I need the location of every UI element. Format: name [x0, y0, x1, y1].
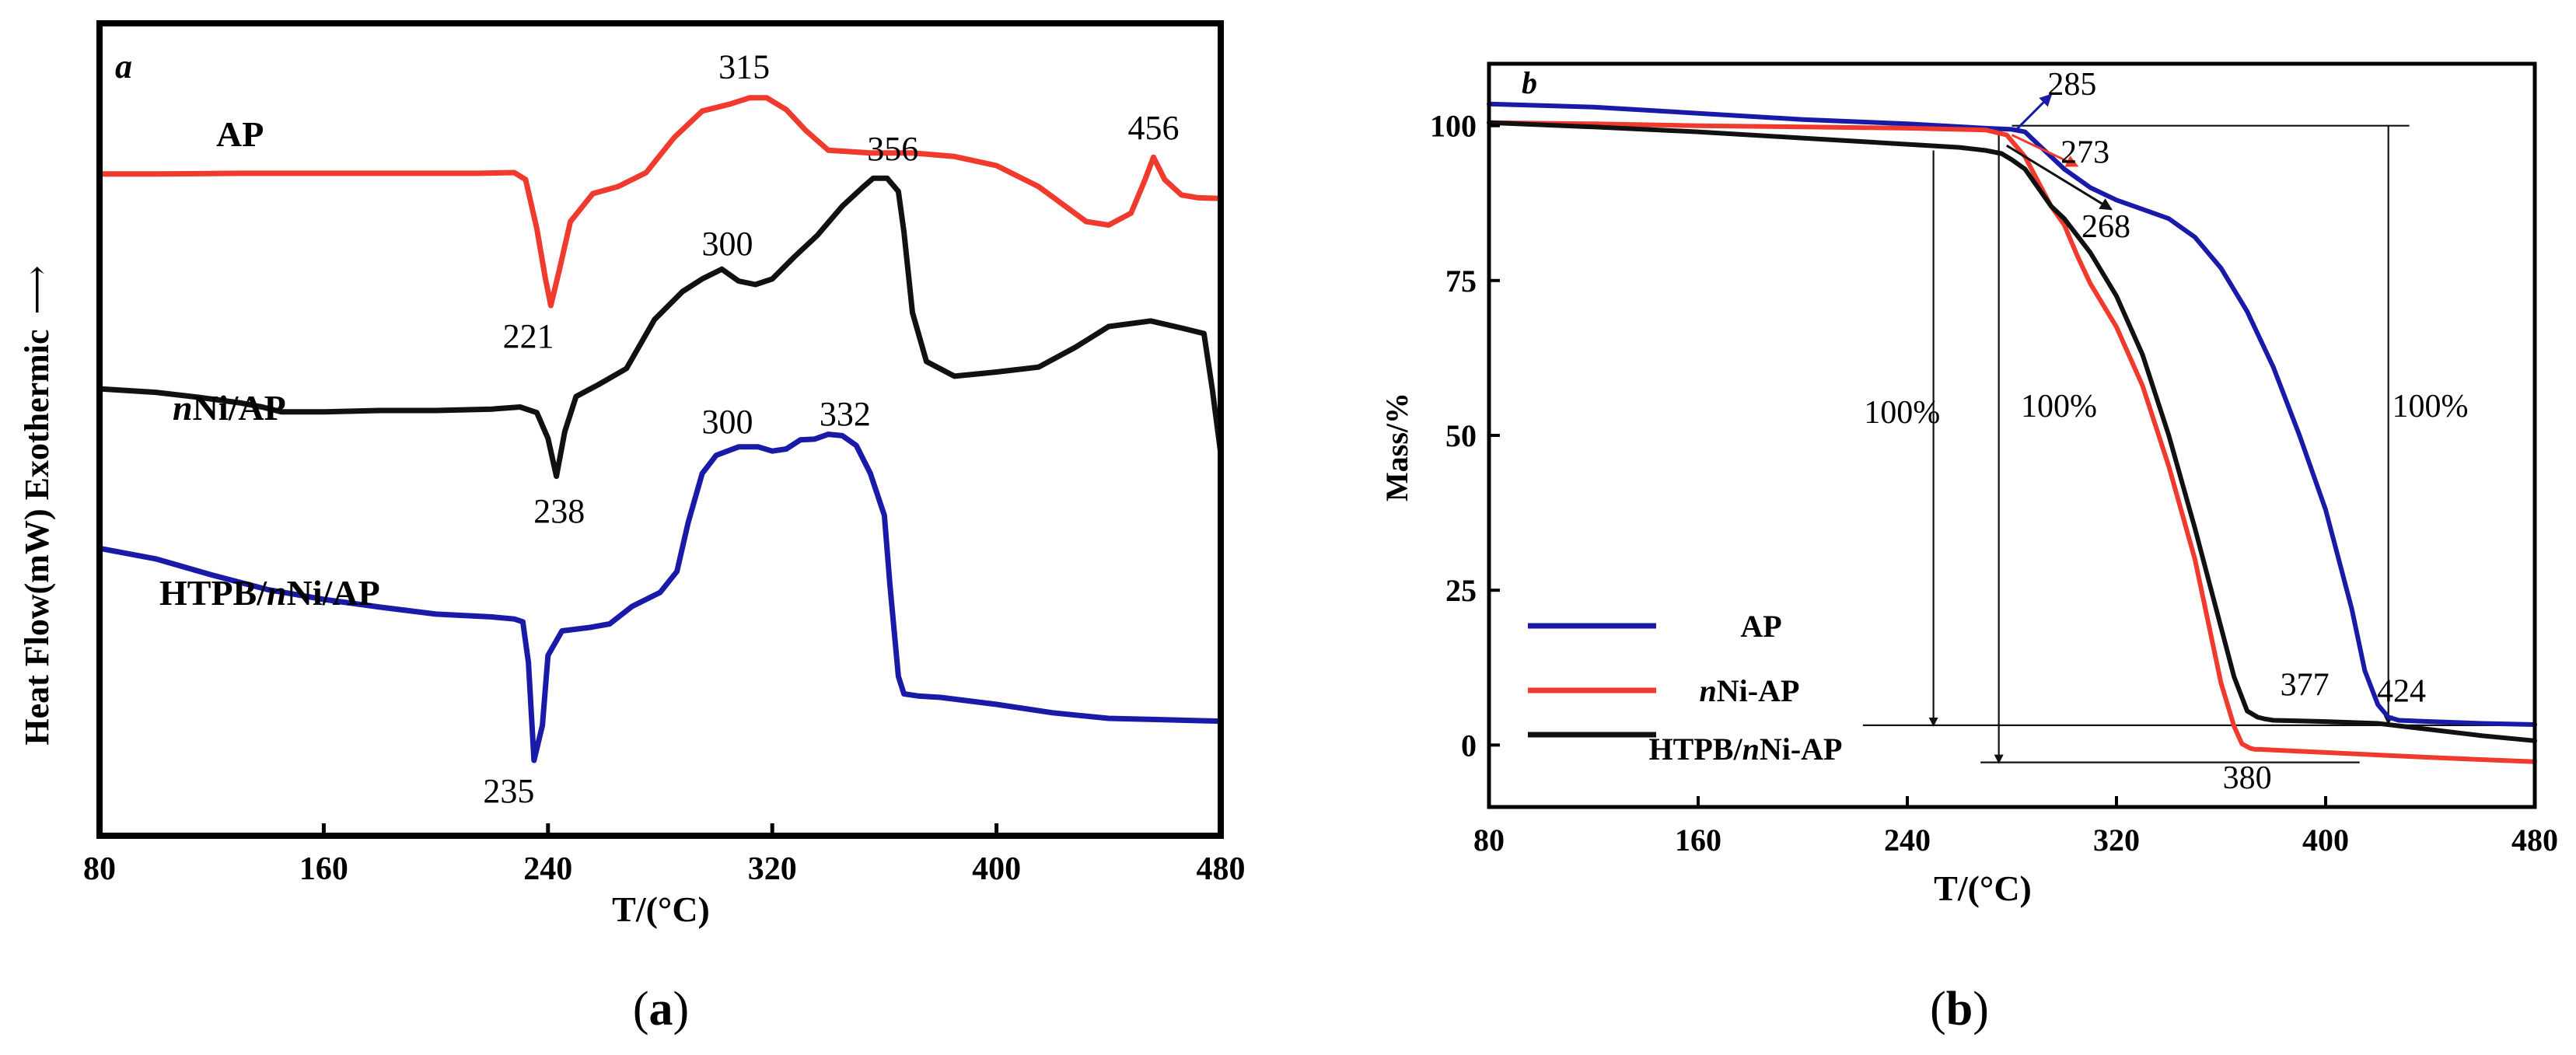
panel-a-series-labels: AP nNi/AP HTPB/nNi/AP: [159, 114, 380, 613]
panel-b-annotation: 273: [2060, 134, 2109, 170]
panel-a-series-line-htpb-nni-ap: [96, 431, 1224, 763]
panel-b-series-line-nni-ap: [1487, 120, 2537, 764]
panel-a-axes-frame: [96, 20, 1224, 839]
panel-a-annotation: 456: [1127, 109, 1179, 147]
panel-b-annotation: 100%: [2392, 389, 2469, 424]
panel-a-x-tick-label: 480: [1197, 851, 1246, 887]
panel-a-x-tick-label: 80: [83, 851, 116, 887]
panel-b-caption: (b): [1930, 983, 1989, 1036]
panel-b-annotation: 268: [2081, 209, 2130, 245]
panel-a-y-axis-label-text: Heat Flow(mW) Exothermic: [18, 329, 56, 745]
panel-b-annotation: 100%: [1864, 395, 1940, 431]
panel-a-x-tick-label: 160: [299, 851, 348, 887]
panel-b-y-tick-label: 75: [1445, 264, 1477, 299]
panel-b-y-ticks: 0 25 50 75 100: [1430, 109, 1500, 763]
panel-b-y-tick-label: 50: [1445, 418, 1477, 453]
panel-b-x-ticks: 80 160 240 320 400 480: [1473, 796, 2558, 858]
panel-b-y-axis-label: Mass/%: [1379, 393, 1414, 501]
panel-a-caption: (a): [633, 983, 689, 1036]
panel-b-legend-label-nni-ap: nNi-AP: [1700, 673, 1800, 708]
panel-a-annotation: 238: [533, 492, 585, 530]
panel-b-callout-arrow: [2016, 93, 2053, 130]
panel-b-y-tick-label: 100: [1430, 109, 1477, 144]
panel-b-y-tick-label: 0: [1461, 728, 1477, 763]
panel-a-x-axis-label: T/(°C): [612, 889, 710, 929]
panel-b-plot-area: [1487, 101, 2537, 764]
panel-a-x-tick-label: 400: [972, 851, 1021, 887]
panel-b-annotations: 285 273 268 100% 100% 100% 377 424 380: [1864, 67, 2468, 796]
panel-a-peak-annotations: 315 456 221 300 356 238 300 332 235: [483, 48, 1179, 811]
panel-b-series-line-ap: [1487, 101, 2537, 727]
panel-a-y-axis-arrow: ⟶: [18, 265, 56, 314]
panel-b-annotation: 424: [2377, 674, 2426, 710]
panel-b-x-tick-label: 80: [1473, 823, 1505, 858]
panel-b-x-tick-label: 400: [2302, 823, 2349, 858]
panel-a-annotation: 235: [483, 772, 534, 810]
panel-a-annotation: 221: [503, 317, 554, 355]
panel-b-x-axis-label: T/(°C): [1934, 868, 2032, 908]
panel-b-legend-label-ap: AP: [1740, 609, 1781, 644]
panel-b-series-line-htpb-nni-ap: [1487, 120, 2537, 743]
panel-b-callout-arrow: [2011, 134, 2079, 167]
panel-a-y-axis-label: Heat Flow(mW) Exothermic ⟶: [18, 265, 56, 745]
panel-b-x-tick-label: 160: [1675, 823, 1721, 858]
panel-a-letter: a: [115, 47, 132, 86]
panel-b-annotation: 380: [2223, 760, 2272, 796]
panel-a-annotation: 315: [718, 48, 770, 86]
panel-a-annotation: 332: [820, 395, 871, 433]
panel-b-x-tick-label: 320: [2093, 823, 2140, 858]
panel-b-legend: AP nNi-AP HTPB/nNi-AP: [1528, 609, 1842, 767]
panel-a-series-label-nni-ap: nNi/AP: [173, 388, 286, 428]
panel-b-letter: b: [1522, 65, 1537, 100]
panel-b-y-tick-label: 25: [1445, 573, 1477, 608]
panel-a-x-tick-label: 240: [523, 851, 572, 887]
panel-b-x-tick-label: 240: [1884, 823, 1931, 858]
panel-a-annotation: 356: [867, 130, 918, 168]
panel-b-callout-arrow: [2005, 144, 2113, 211]
panel-b-annotation: 100%: [2021, 389, 2097, 424]
panel-b-tga-chart: 80 160 240 320 400 480 0 25 50 75 100 285 273 268 10…: [1379, 61, 2558, 1036]
panel-a-series-line-ap: [96, 95, 1224, 309]
panel-a-plot-area: [96, 95, 1224, 763]
panel-b-x-tick-label: 480: [2511, 823, 2558, 858]
panel-a-dsc-chart: 80 160 240 320 400 480 AP nNi/AP HTPB/nNi/AP 31…: [18, 20, 1246, 1036]
panel-a-series-label-htpb-nni-ap: HTPB/nNi/AP: [159, 573, 380, 613]
panel-b-reference-lines: [1862, 124, 2535, 764]
panel-a-annotation: 300: [702, 225, 753, 263]
svg-text:Heat Flow(mW) Exothermic: Heat Flow(mW) Exothermic ⟶: [18, 265, 56, 745]
panel-b-legend-label-htpb-nni-ap: HTPB/nNi-AP: [1649, 732, 1843, 767]
panel-b-annotation: 285: [2047, 67, 2096, 103]
panel-b-annotation: 377: [2281, 668, 2330, 704]
panel-b-callout-arrows: [2005, 93, 2113, 211]
panel-a-annotation: 300: [702, 403, 753, 441]
panel-a-series-label-ap: AP: [216, 114, 264, 154]
panel-a-x-tick-label: 320: [748, 851, 797, 887]
panel-a-series-line-nni-ap: [96, 175, 1224, 480]
panel-a-x-ticks: 80 160 240 320 400 480: [83, 823, 1246, 887]
